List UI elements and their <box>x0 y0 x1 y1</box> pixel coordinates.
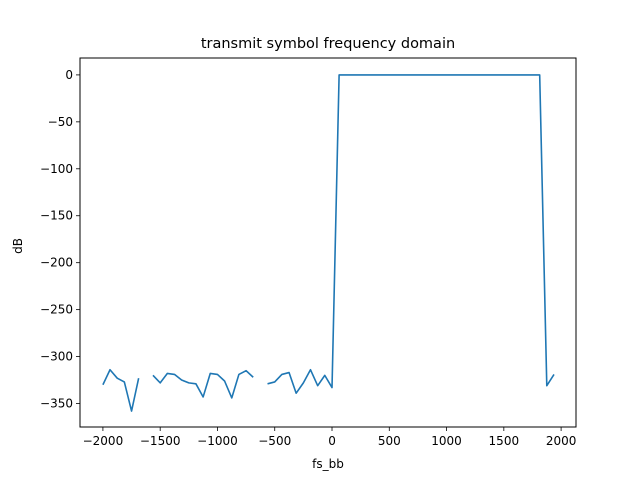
x-tick-label: −500 <box>258 434 291 448</box>
y-axis-label: dB <box>11 238 25 254</box>
x-tick-label: −1000 <box>197 434 238 448</box>
y-tick-label: −200 <box>40 256 73 270</box>
plot-area-frame <box>79 57 577 428</box>
y-tick-label: −150 <box>40 209 73 223</box>
x-tick-label: 0 <box>328 434 336 448</box>
x-tick-label: −2000 <box>83 434 124 448</box>
x-axis-label: fs_bb <box>312 457 344 471</box>
x-tick-label: 500 <box>378 434 401 448</box>
y-tick-label: −300 <box>40 350 73 364</box>
y-tick-label: −350 <box>40 397 73 411</box>
y-tick-label: 0 <box>65 68 73 82</box>
y-tick-label: −50 <box>48 115 73 129</box>
y-tick-label: −100 <box>40 162 73 176</box>
series-line-segment-2 <box>152 369 254 399</box>
y-tick-label: −250 <box>40 303 73 317</box>
series-layer <box>102 74 555 412</box>
x-tick-label: 2000 <box>546 434 577 448</box>
x-tick-label: −1500 <box>140 434 181 448</box>
x-axis-ticks: −2000 −1500 −1000 −500 0 500 1000 1500 2000 <box>83 427 577 448</box>
x-tick-label: 1500 <box>489 434 520 448</box>
chart-title: transmit symbol frequency domain <box>201 36 455 52</box>
series-line-segment-3 <box>267 74 555 395</box>
series-line-segment-1 <box>102 368 140 412</box>
y-axis-ticks: 0 −50 −100 −150 −200 −250 −300 −350 <box>40 68 80 411</box>
x-tick-label: 1000 <box>431 434 462 448</box>
